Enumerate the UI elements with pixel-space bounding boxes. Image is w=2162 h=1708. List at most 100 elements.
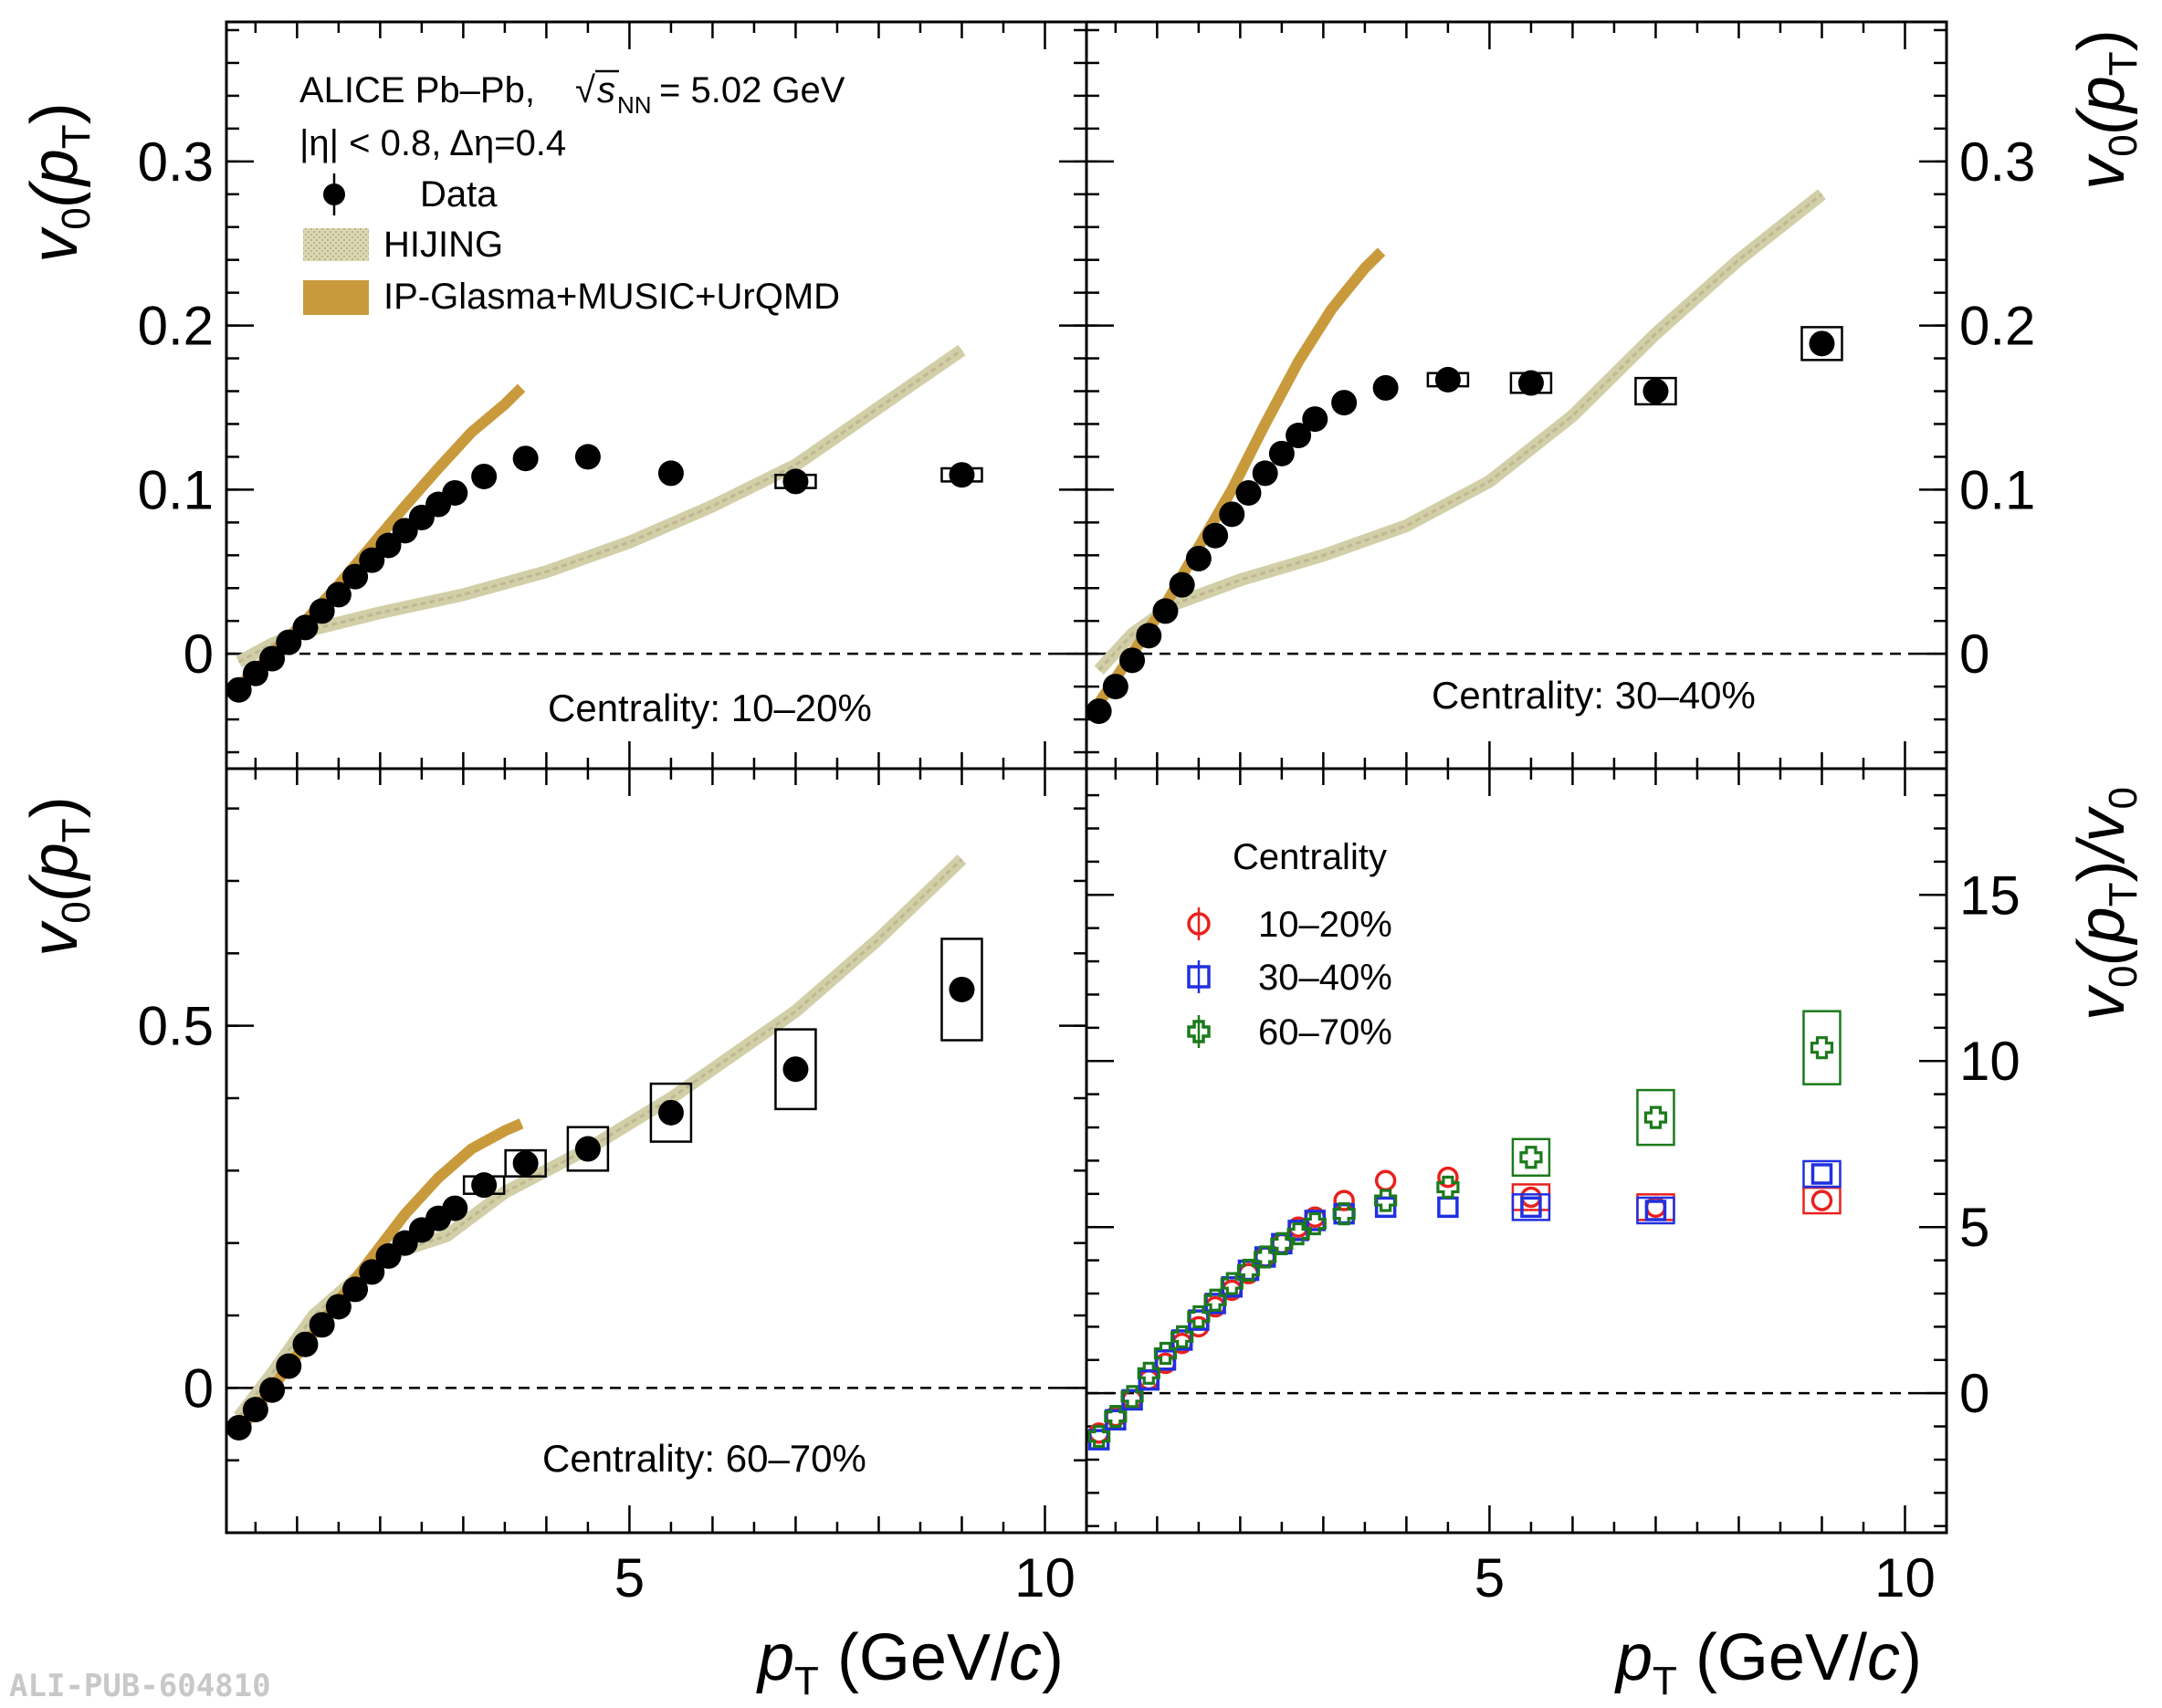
data-point [359,547,385,573]
data-point [325,1294,352,1320]
point-c1020 [1437,1166,1459,1189]
data-point [1086,698,1112,725]
panel-bottom-left: 0 0.5 5 10 [138,767,1088,1608]
data-point [782,468,809,495]
legend-c6070-label: 60–70% [1258,1012,1392,1053]
point-c6070 [1286,1221,1310,1246]
ylabel-bl-close: ) [18,796,91,818]
data-point [1809,330,1835,357]
svg-text:v0(pT)/v0: v0(pT)/v0 [2065,787,2146,1021]
data-point [309,1312,335,1338]
data-point [276,1353,302,1379]
data-point [1286,423,1312,449]
data-point [949,976,975,1002]
point-c6070 [1120,1385,1144,1409]
ytick-label: 0.1 [1959,459,2035,520]
header-energy-s: s [597,70,615,110]
ylabel-bottom-left: v0(pT) [18,796,99,956]
syst-box [1800,326,1843,362]
header-experiment: ALICE Pb–Pb, [299,70,535,110]
ytick-label: 0 [184,623,214,685]
data-point [471,1172,498,1199]
legend-hijing-entry: HIJING [303,225,503,265]
ylabel-br-v: v [2065,984,2138,1021]
ytick-label: 10 [1959,1031,2020,1092]
data-point [1252,460,1278,487]
ylabel-tr-p: (p [2065,76,2138,134]
ylabel-tr-close: ) [2065,29,2138,51]
syst-box [649,1082,693,1143]
data-point [471,463,498,489]
panel-frame [1085,20,1948,770]
centrality-label-top-left: Centrality: 10–20% [548,686,872,729]
point-c3040 [1154,1349,1177,1371]
point-c6070 [1170,1325,1194,1348]
ylabel-tr-sub0: 0 [2101,134,2146,156]
point-c3040 [1520,1196,1542,1219]
data-point [657,460,684,487]
data-point [442,479,468,506]
point-c6070 [1374,1189,1398,1212]
data-point [574,1136,601,1162]
point-c1020 [1810,1189,1833,1211]
data-point [1202,522,1229,549]
ylabel-bl-subT: T [54,818,99,843]
ylabel-tl-p: (p [18,149,91,207]
point-c6070 [1270,1231,1294,1255]
ylabel-tl-v: v [18,226,91,263]
legend-data-label: Data [420,174,498,215]
ylabel-br-sub0: 0 [2101,965,2146,987]
ylabel-br-tail: /v [2065,806,2138,865]
data-point [1517,370,1544,396]
ylabel-tl-close: ) [18,102,91,124]
data-point [1372,374,1399,401]
svg-text:v0(pT): v0(pT) [18,796,99,956]
centrality-label-top-right: Centrality: 30–40% [1432,674,1756,717]
data-point [1235,479,1262,506]
data-point [1169,571,1195,598]
hijing-band [236,344,966,668]
point-c3040 [1437,1196,1459,1219]
xtick-label: 10 [1874,1547,1936,1608]
syst-box [1634,376,1677,406]
xtick-label: 10 [1014,1547,1076,1608]
panel-frame [1085,767,1948,1535]
syst-box [1511,1193,1551,1221]
point-c3040 [1644,1200,1667,1221]
point-c1020 [1333,1189,1355,1211]
data-point [1102,674,1128,700]
ylabel-bl-v: v [18,920,91,957]
point-c6070 [1203,1288,1227,1312]
ylabel-tl-subT: T [54,124,99,149]
svg-text:v0(pT): v0(pT) [2065,29,2146,189]
data-point [1185,545,1212,571]
xtick-label: 5 [1475,1547,1505,1608]
data-point [657,1099,684,1126]
data-point [1331,390,1358,416]
ylabel-top-right: v0(pT) [2065,29,2146,189]
syst-box [504,1148,547,1178]
syst-box [1802,1159,1842,1189]
data-point [292,1331,319,1357]
data-point [342,1276,369,1303]
ylabel-bl-sub0: 0 [54,901,99,923]
panel-frame [225,767,1088,1535]
xtick-label: 5 [614,1547,645,1608]
ytick-label: 0 [1959,1363,1989,1424]
ytick-label: 0.2 [1959,296,2035,357]
syst-box [1636,1088,1675,1147]
legend-c6070-entry: 60–70% [1187,1012,1392,1053]
data-point [1302,406,1328,433]
header-eta-cut: |η| < 0.8, Δη=0.4 [299,123,566,163]
point-c3040 [1374,1196,1397,1219]
ytick-label: 0 [184,1357,214,1419]
point-c6070 [1436,1175,1460,1200]
centrality-legend: Centrality 10–20% 30–40% 60–70% [1187,837,1392,1053]
point-c1020 [1138,1368,1160,1391]
data-point [512,1150,539,1177]
data-point [1136,623,1162,649]
point-c6070 [1220,1272,1244,1295]
data-point [359,1259,385,1285]
point-c3040 [1810,1163,1833,1185]
point-c3040 [1138,1368,1160,1391]
